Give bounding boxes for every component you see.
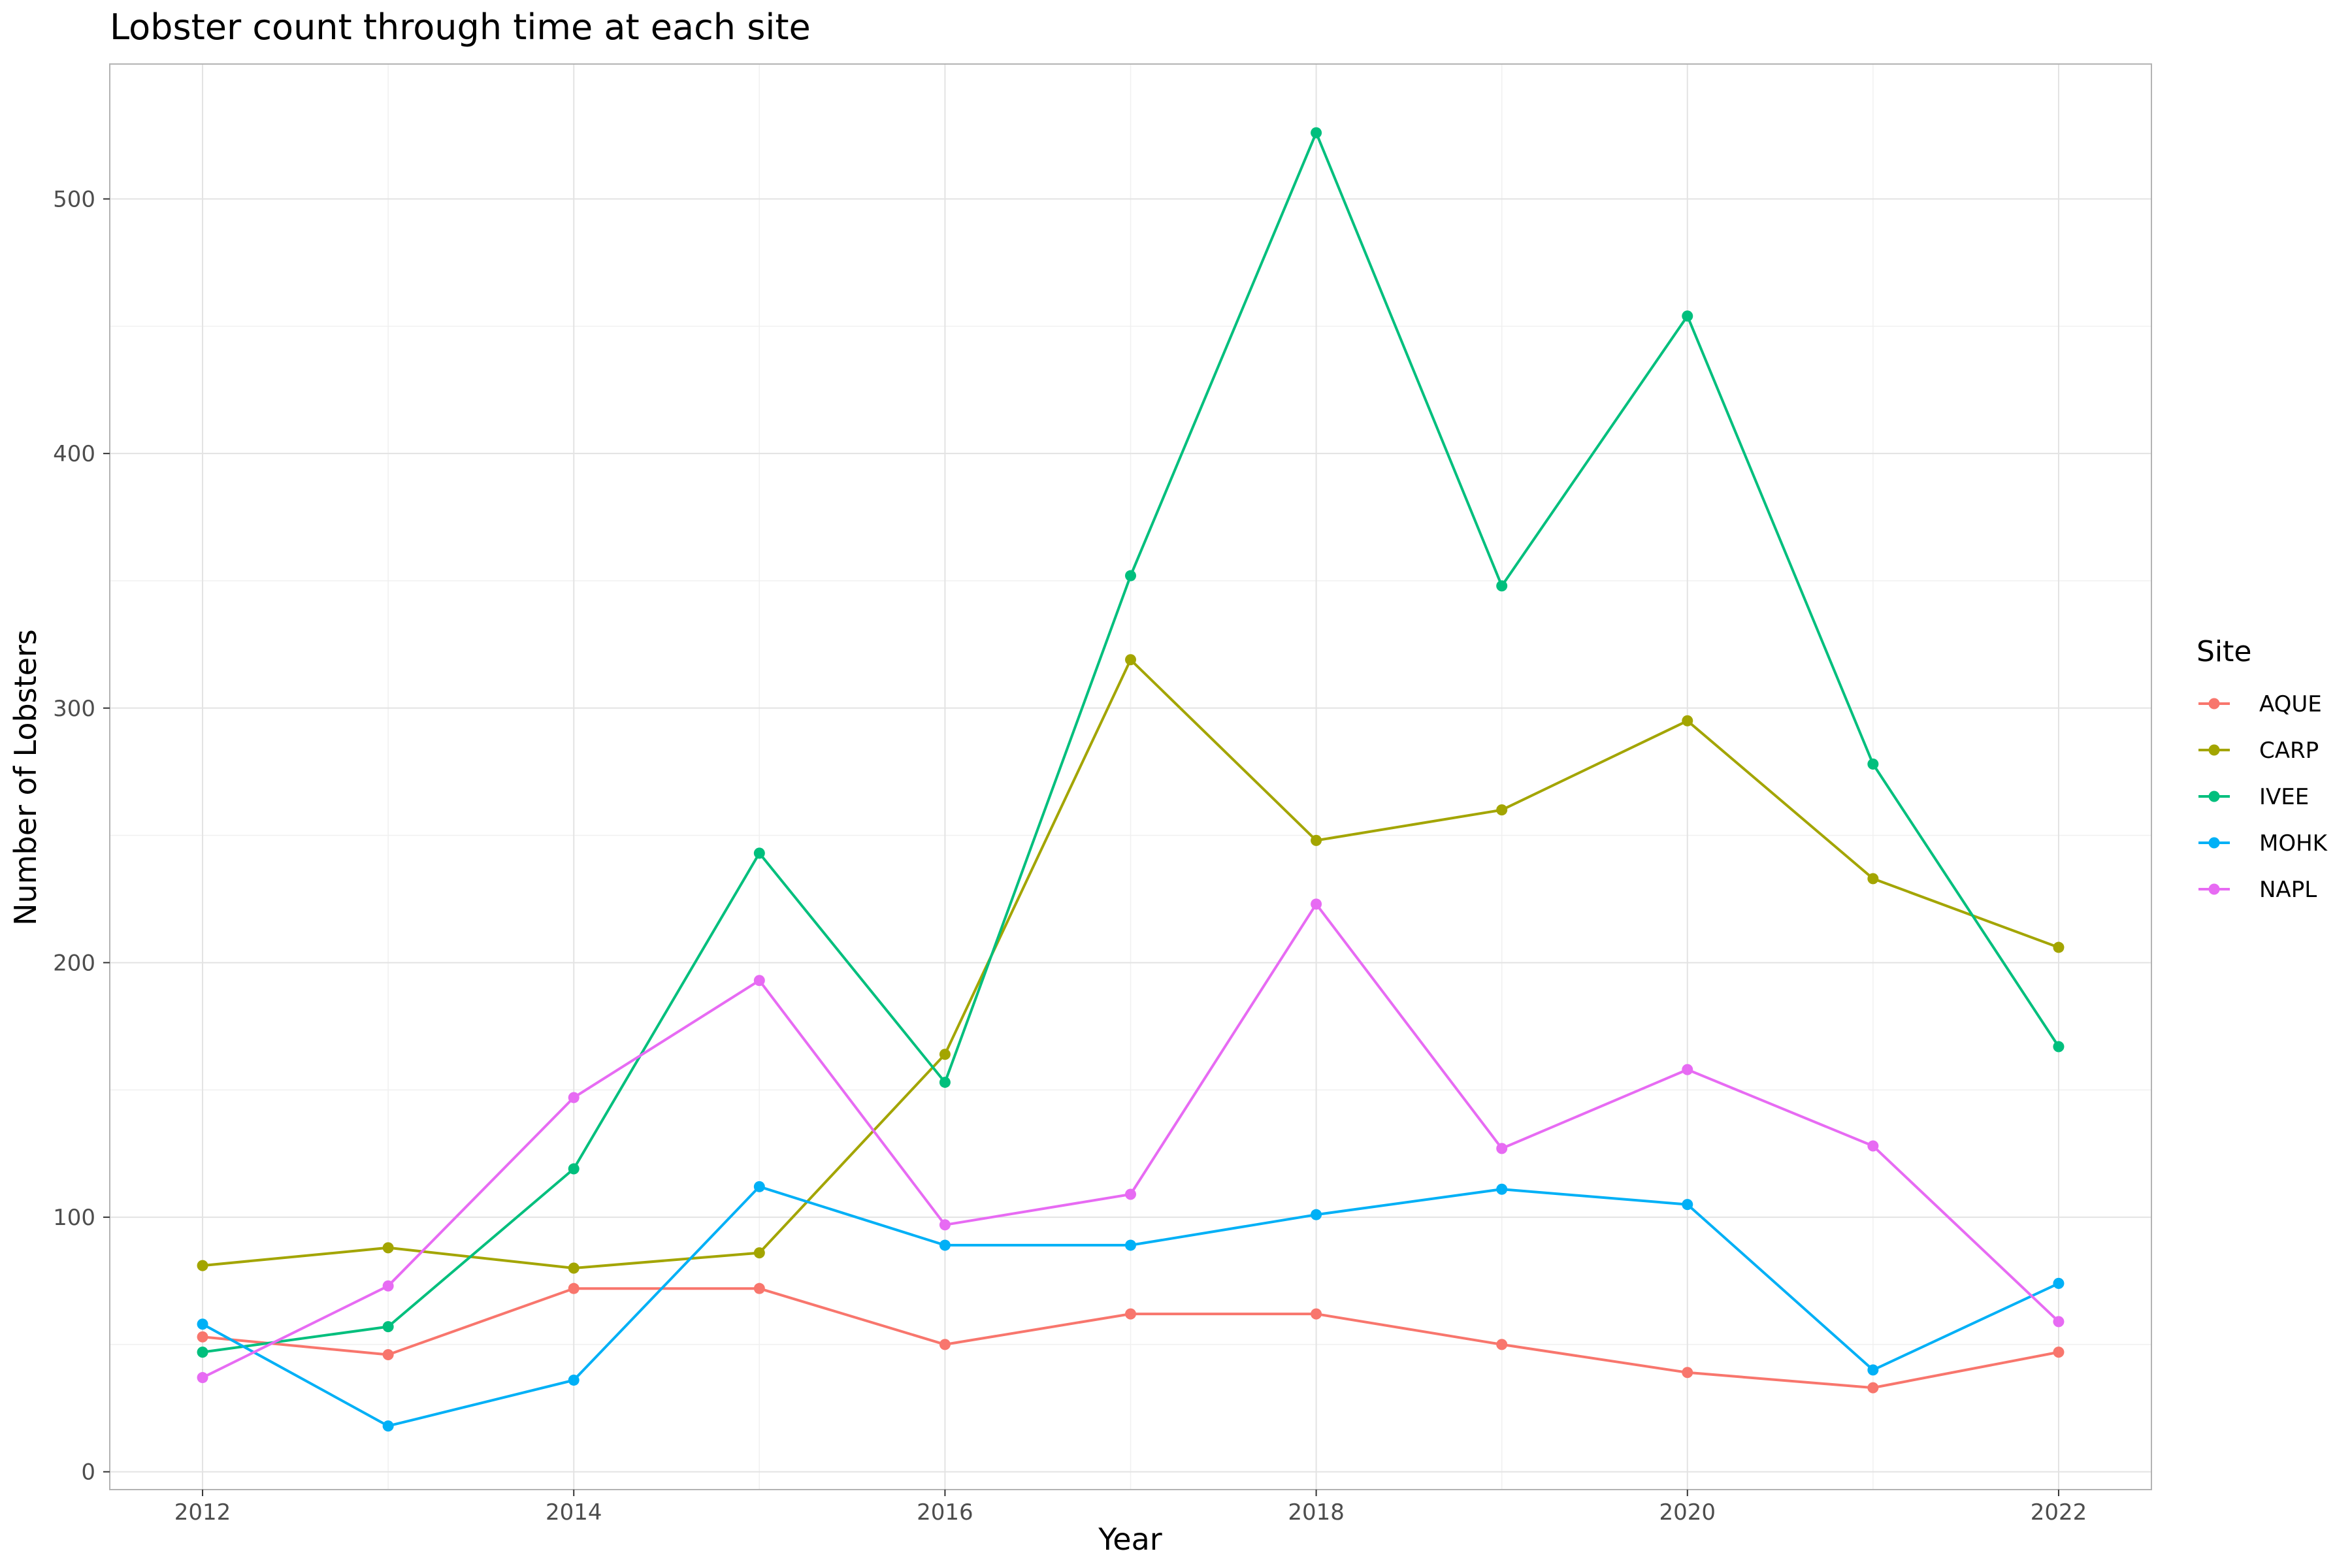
legend-key-point [2208, 883, 2220, 895]
data-point-aque [2053, 1347, 2065, 1358]
legend-item-carp: CARP [2198, 738, 2319, 764]
data-point-napl [1496, 1143, 1508, 1154]
series-mohk [197, 1181, 2065, 1432]
data-point-ivee [1496, 580, 1508, 592]
data-point-carp [197, 1260, 208, 1271]
data-point-napl [1682, 1064, 1693, 1075]
data-point-ivee [2053, 1041, 2065, 1053]
data-point-aque [568, 1282, 580, 1294]
data-point-aque [939, 1339, 951, 1350]
data-point-carp [753, 1247, 765, 1259]
x-tick-label: 2018 [1288, 1499, 1345, 1526]
data-point-carp [939, 1049, 951, 1060]
y-axis-title: Number of Lobsters [8, 629, 43, 926]
data-point-mohk [939, 1239, 951, 1251]
data-point-carp [2053, 941, 2065, 953]
plot-panel-border [109, 63, 2152, 1490]
legend-key-point [2208, 837, 2220, 849]
y-tick-label: 0 [81, 1460, 95, 1486]
data-point-napl [568, 1092, 580, 1103]
y-tick-label: 100 [53, 1205, 95, 1231]
data-point-ivee [1311, 127, 1322, 139]
data-point-mohk [197, 1318, 208, 1330]
y-tick-label: 500 [53, 187, 95, 213]
data-point-ivee [939, 1077, 951, 1088]
legend-key-point [2208, 791, 2220, 802]
data-point-ivee [197, 1347, 208, 1358]
data-series [197, 127, 2065, 1432]
data-point-napl [1125, 1188, 1136, 1200]
data-point-aque [1496, 1339, 1508, 1350]
data-point-napl [1867, 1140, 1879, 1152]
y-tick-label: 300 [53, 696, 95, 722]
data-point-napl [382, 1280, 394, 1292]
legend-label: NAPL [2259, 877, 2317, 903]
series-carp [197, 654, 2065, 1274]
legend-key-point [2208, 744, 2220, 756]
data-point-ivee [1125, 570, 1136, 581]
legend: Site AQUE CARP IVEE MOHK NAPL [2197, 635, 2328, 903]
legend-item-napl: NAPL [2198, 877, 2317, 903]
legend-key-point [2208, 698, 2220, 710]
data-point-carp [1682, 715, 1693, 727]
grid-lines [110, 64, 2151, 1490]
data-point-ivee [382, 1321, 394, 1333]
chart-title: Lobster count through time at each site [110, 7, 811, 48]
series-napl [197, 898, 2065, 1384]
data-point-aque [1867, 1382, 1879, 1394]
data-point-carp [382, 1242, 394, 1254]
legend-label: AQUE [2259, 691, 2322, 717]
x-tick-label: 2022 [2031, 1499, 2087, 1526]
data-point-aque [382, 1348, 394, 1360]
data-point-ivee [568, 1163, 580, 1175]
data-point-napl [2053, 1316, 2065, 1328]
legend-label: MOHK [2259, 830, 2328, 857]
x-tick-label: 2020 [1659, 1499, 1716, 1526]
data-point-mohk [1311, 1209, 1322, 1220]
data-point-aque [197, 1331, 208, 1343]
data-point-aque [1682, 1367, 1693, 1379]
y-tick-label: 400 [53, 441, 95, 467]
data-point-carp [1311, 834, 1322, 846]
data-point-ivee [753, 847, 765, 859]
y-tick-label: 200 [53, 950, 95, 976]
x-tick-label: 2012 [174, 1499, 231, 1526]
data-point-ivee [1867, 759, 1879, 770]
x-tick-label: 2014 [546, 1499, 602, 1526]
x-axis-title: Year [1098, 1522, 1162, 1557]
axis-ticks: 2012 2014 2016 2018 2020 2022 0 100 200 300 400 500 [53, 187, 2087, 1526]
x-tick-label: 2016 [917, 1499, 973, 1526]
data-point-ivee [1682, 310, 1693, 322]
series-ivee [197, 127, 2065, 1358]
data-point-aque [753, 1282, 765, 1294]
data-point-mohk [753, 1181, 765, 1192]
legend-item-mohk: MOHK [2198, 830, 2328, 857]
data-point-mohk [568, 1374, 580, 1386]
data-point-mohk [2053, 1277, 2065, 1289]
data-point-mohk [382, 1420, 394, 1432]
legend-item-aque: AQUE [2198, 691, 2322, 717]
data-point-carp [568, 1262, 580, 1274]
data-point-aque [1125, 1308, 1136, 1320]
data-point-mohk [1125, 1239, 1136, 1251]
data-point-carp [1867, 873, 1879, 885]
data-point-mohk [1496, 1183, 1508, 1195]
data-point-carp [1125, 654, 1136, 666]
data-point-napl [753, 975, 765, 987]
data-point-napl [197, 1372, 208, 1384]
data-point-napl [939, 1219, 951, 1231]
legend-label: IVEE [2259, 784, 2309, 810]
data-point-mohk [1682, 1199, 1693, 1211]
data-point-napl [1311, 898, 1322, 910]
legend-title: Site [2197, 635, 2251, 668]
series-aque [197, 1282, 2065, 1394]
legend-item-ivee: IVEE [2198, 784, 2309, 810]
legend-label: CARP [2259, 738, 2319, 764]
data-point-mohk [1867, 1364, 1879, 1376]
data-point-carp [1496, 804, 1508, 816]
data-point-aque [1311, 1308, 1322, 1320]
